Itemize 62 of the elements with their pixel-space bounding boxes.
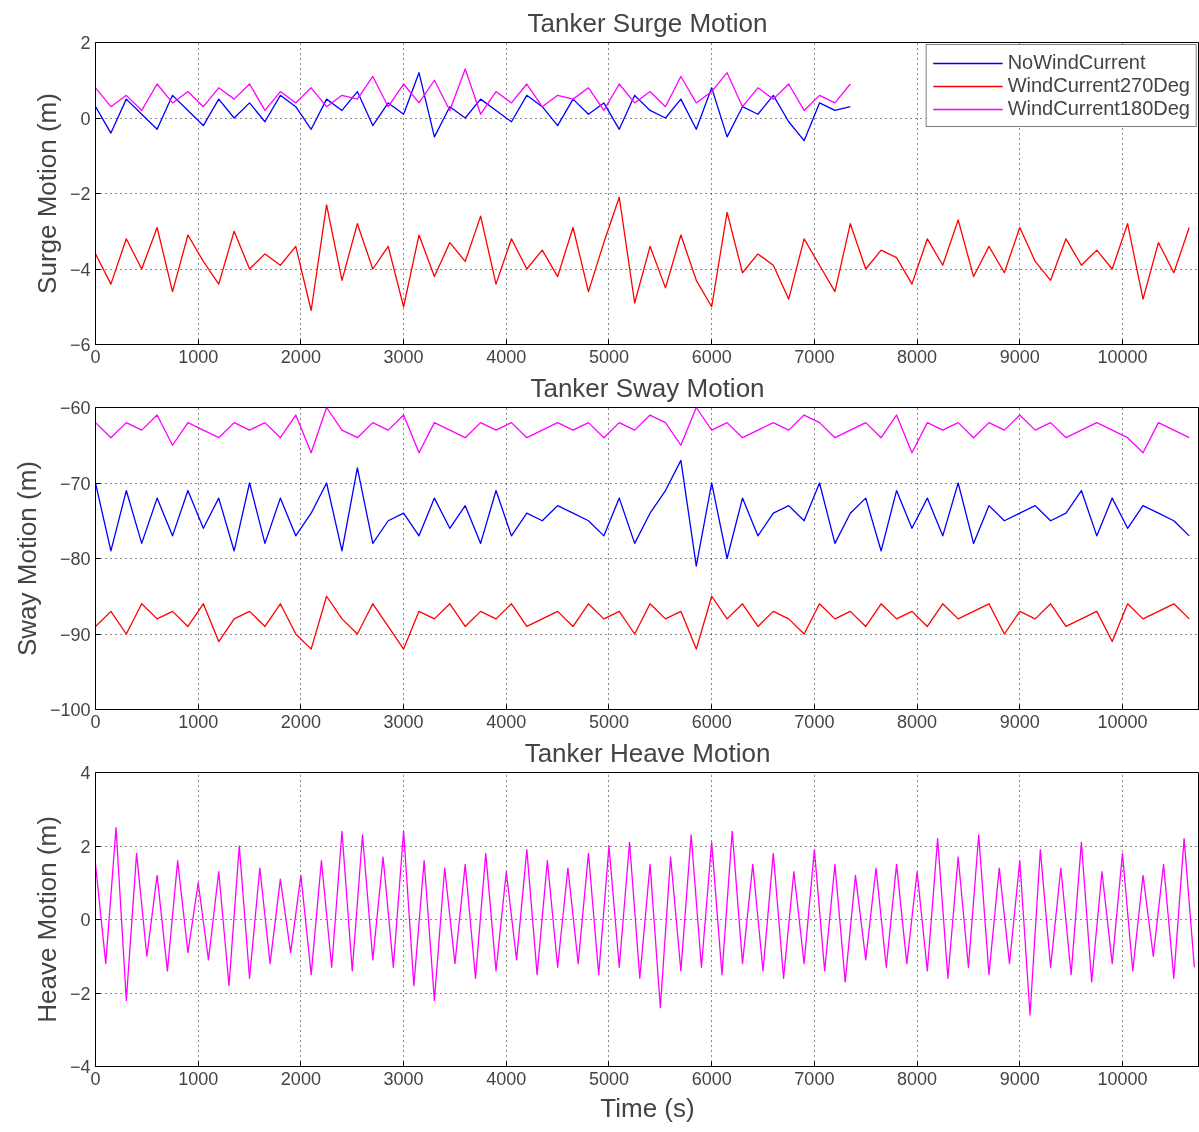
- x-tick-label: 8000: [897, 711, 938, 732]
- x-tick-label: 9000: [999, 1068, 1040, 1089]
- x-tick-label: 9000: [999, 346, 1040, 367]
- line-series: [95, 407, 1190, 454]
- chart-title: Tanker Heave Motion: [524, 737, 771, 768]
- x-tick-label: 1000: [178, 1068, 219, 1089]
- x-tick-label: 10000: [1097, 1068, 1148, 1089]
- legend-label: WindCurrent180Deg: [1007, 97, 1190, 120]
- x-tick-label: 4000: [486, 711, 527, 732]
- y-tick-label: 0: [80, 108, 91, 129]
- x-tick-label: 1000: [178, 346, 219, 367]
- x-tick-label: 6000: [691, 1068, 732, 1089]
- x-axis-title: Time (s): [600, 1092, 695, 1123]
- x-tick-label: 3000: [383, 346, 424, 367]
- x-tick-label: 3000: [383, 711, 424, 732]
- y-tick-label: −6: [69, 335, 91, 355]
- x-tick-label: 1000: [178, 711, 219, 732]
- y-tick-label: 0: [80, 910, 91, 930]
- x-tick-label: 6000: [691, 711, 732, 732]
- x-tick-label: 5000: [588, 346, 630, 367]
- x-tick-label: 2000: [280, 1068, 321, 1089]
- y-tick-label: −2: [69, 983, 91, 1004]
- y-tick-label: −60: [59, 398, 91, 418]
- y-tick-label: 2: [80, 33, 91, 53]
- x-tick-label: 5000: [588, 711, 630, 732]
- y-tick-label: −100: [49, 700, 91, 720]
- y-tick-label: 4: [80, 763, 91, 783]
- line-series: [95, 72, 851, 142]
- x-tick-label: 3000: [383, 1068, 424, 1089]
- x-tick-label: 8000: [897, 1068, 938, 1089]
- y-axis-title: Sway Motion (m): [11, 460, 42, 657]
- x-tick-label: 6000: [691, 346, 732, 367]
- line-series: [95, 826, 1196, 1016]
- y-tick-label: −90: [59, 624, 91, 645]
- legend-label: WindCurrent270Deg: [1007, 74, 1190, 97]
- line-series: [95, 595, 1190, 650]
- y-tick-label: −70: [59, 473, 91, 494]
- x-tick-label: 4000: [486, 346, 527, 367]
- line-series: [95, 68, 851, 115]
- x-tick-label: 7000: [794, 711, 835, 732]
- x-tick-label: 2000: [280, 711, 321, 732]
- y-tick-label: −4: [69, 259, 91, 280]
- x-tick-label: 7000: [794, 346, 835, 367]
- x-tick-label: 7000: [794, 1068, 835, 1089]
- x-tick-label: 8000: [897, 346, 938, 367]
- x-tick-label: 10000: [1097, 711, 1148, 732]
- chart-title: Tanker Sway Motion: [530, 372, 765, 403]
- y-tick-label: −80: [59, 549, 91, 569]
- y-axis-title: Surge Motion (m): [31, 93, 62, 294]
- line-series: [95, 459, 1190, 567]
- y-tick-label: 2: [80, 836, 91, 857]
- x-tick-label: 9000: [999, 711, 1040, 732]
- x-tick-label: 2000: [280, 346, 321, 367]
- legend-label: NoWindCurrent: [1007, 51, 1146, 74]
- y-axis-title: Heave Motion (m): [31, 816, 62, 1023]
- x-tick-label: 10000: [1097, 346, 1148, 367]
- x-tick-label: 4000: [486, 1068, 527, 1089]
- x-tick-label: 5000: [588, 1068, 630, 1089]
- line-series: [95, 196, 1190, 312]
- y-tick-label: −4: [69, 1057, 91, 1077]
- y-tick-label: −2: [69, 184, 91, 204]
- chart-title: Tanker Surge Motion: [527, 7, 768, 38]
